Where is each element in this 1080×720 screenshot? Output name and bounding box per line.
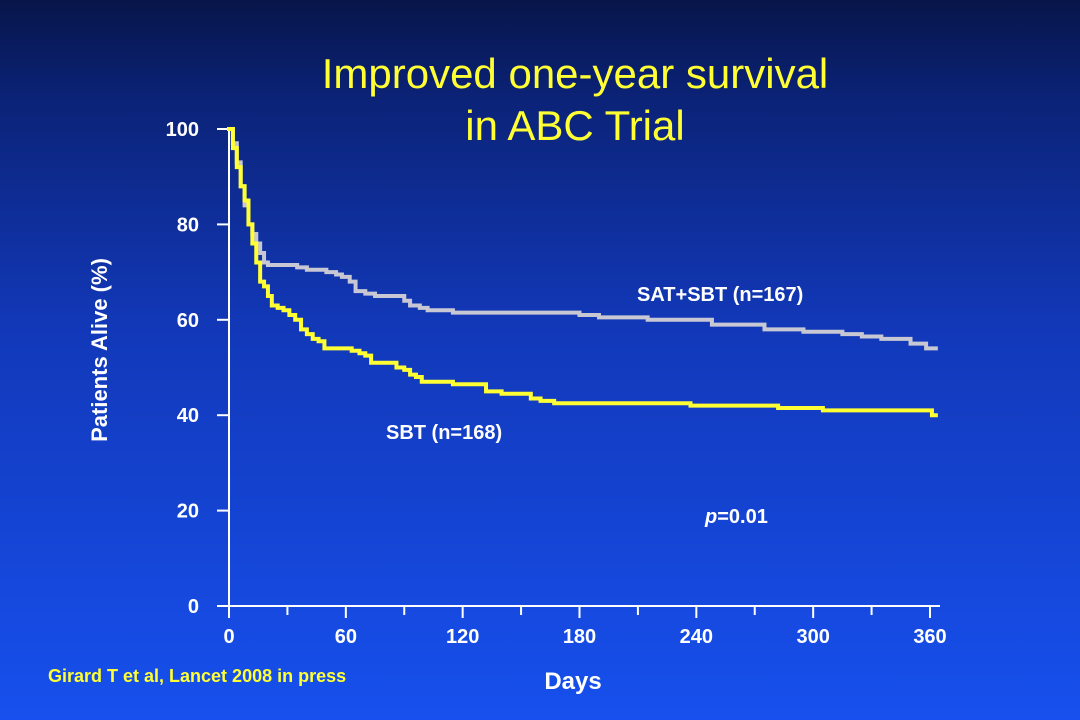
y-tick-label: 80 (177, 214, 199, 236)
annotation-sat-sbt: SAT+SBT (n=167) (637, 284, 804, 306)
x-tick-label: 360 (913, 626, 946, 648)
y-tick-label: 40 (177, 405, 199, 427)
x-tick-label: 0 (223, 626, 234, 648)
annotation-p-value: p=0.01 (705, 506, 768, 529)
citation: Girard T et al, Lancet 2008 in press (48, 666, 347, 686)
annotation-sbt: SBT (n=168) (386, 422, 503, 444)
y-tick-label: 20 (177, 501, 199, 523)
chart-axes: 0 20 40 60 80 100 0 60 120 180 240 300 360 (166, 119, 947, 648)
x-tick-label: 60 (335, 626, 357, 648)
y-tick-label: 60 (177, 310, 199, 332)
x-tick-label: 120 (446, 626, 479, 648)
chart-series (227, 127, 938, 418)
y-tick-label: 0 (188, 596, 199, 618)
x-axis-label: Days (544, 668, 602, 695)
x-tick-label: 240 (680, 626, 713, 648)
series-line-sat-sbt (227, 127, 938, 351)
y-axis-label: Patients Alive (%) (87, 258, 112, 442)
p-value-text: =0.01 (717, 506, 768, 528)
y-tick-label: 100 (166, 119, 199, 141)
p-value-symbol: p (705, 506, 718, 528)
x-tick-label: 300 (796, 626, 829, 648)
x-tick-label: 180 (563, 626, 596, 648)
series-line-sbt (227, 127, 938, 418)
title-line-1: Improved one-year survival (321, 50, 829, 97)
title-line-2: in ABC Trial (465, 102, 685, 149)
chart-title: Improved one-year survival in ABC Trial (230, 48, 920, 152)
